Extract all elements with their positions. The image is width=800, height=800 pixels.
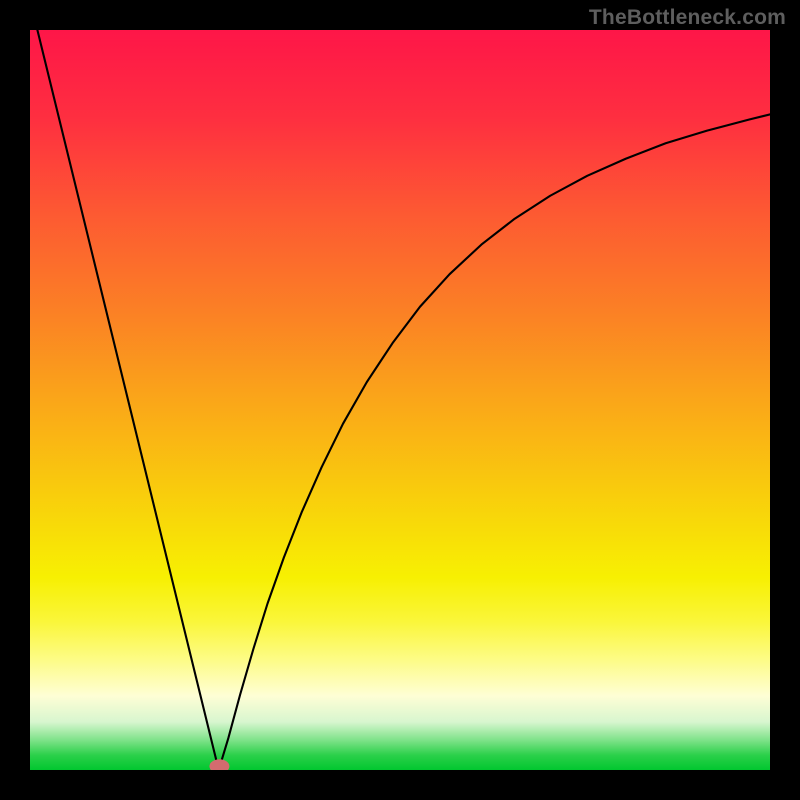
curve-left-branch (37, 30, 218, 770)
curve-right-branch (219, 114, 770, 770)
min-marker (209, 759, 229, 770)
plot-area (30, 30, 770, 770)
watermark-text: TheBottleneck.com (589, 6, 786, 30)
curve-layer (30, 30, 770, 770)
